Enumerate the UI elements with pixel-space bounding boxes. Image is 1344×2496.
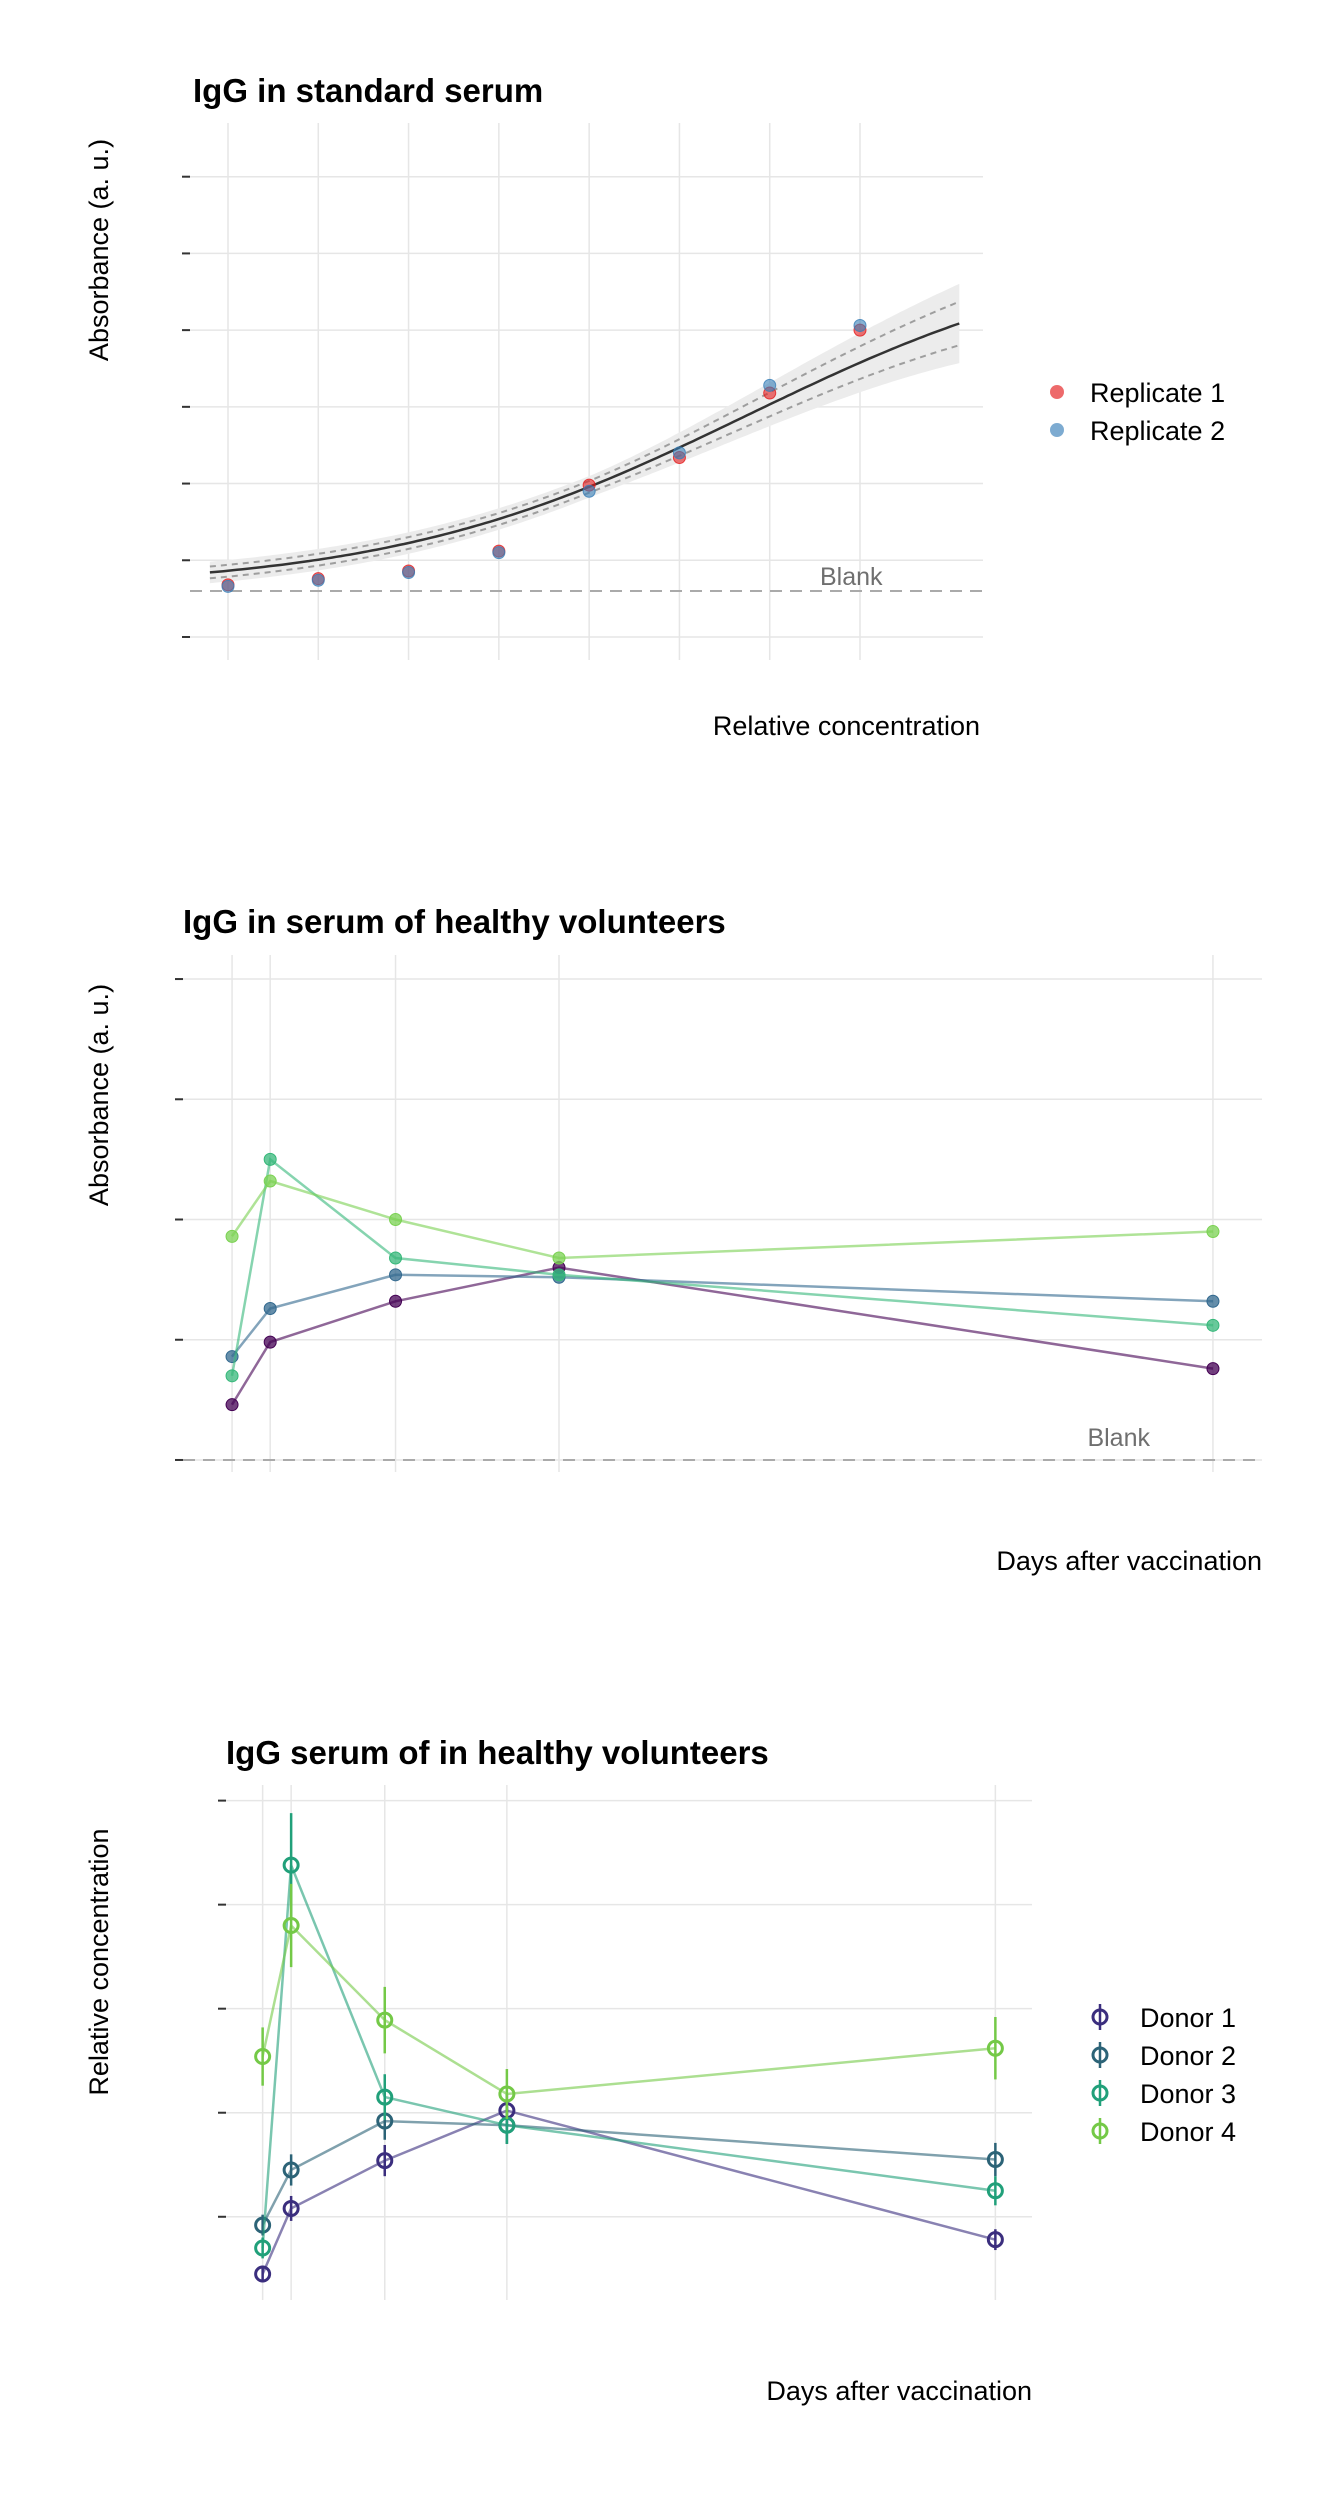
- legend-marker-donor-4: [1091, 2118, 1109, 2144]
- legend-label-donor-3: Donor 3: [1140, 2079, 1236, 2109]
- data-point-donor-3: [282, 1856, 300, 1874]
- data-point-donor-4: [986, 2039, 1004, 2057]
- legend-point-glyph: [1091, 2046, 1109, 2064]
- blank-label: Blank: [1087, 1424, 1150, 1452]
- gridlines: [183, 955, 1262, 1472]
- data-point-donor-3: [986, 2182, 1004, 2200]
- absorbance-volunteers-chart: IgG in serum of healthy volunteers Absor…: [84, 903, 1262, 1576]
- legend-label-donor-1: Donor 1: [1140, 2003, 1236, 2033]
- data-point-donor-3: [376, 2088, 394, 2106]
- legend-label-replicate-1: Replicate 1: [1090, 378, 1225, 408]
- data-point-replicate-2: [221, 579, 235, 593]
- data-point-series-2: [1206, 1294, 1220, 1308]
- data-point-donor-1: [254, 2265, 272, 2283]
- data-point-replicate-2: [311, 573, 325, 587]
- series-line-donor-3: [261, 1864, 996, 2249]
- data-point-series-1: [263, 1335, 277, 1349]
- data-point-series-2: [263, 1301, 277, 1315]
- confidence-band: [209, 283, 960, 584]
- data-point-series-3: [225, 1369, 239, 1383]
- data-point-donor-1: [986, 2231, 1004, 2249]
- data-point-replicate-2: [402, 566, 416, 580]
- legend: Replicate 1 Replicate 2: [1050, 378, 1225, 446]
- x-axis-title: Days after vaccination: [766, 2376, 1032, 2406]
- chart-title: IgG in standard serum: [193, 72, 543, 109]
- chart-title: IgG in serum of healthy volunteers: [183, 903, 726, 940]
- data-point-series-2: [389, 1268, 403, 1282]
- data-point-series-3: [552, 1268, 566, 1282]
- data-point-donor-4: [254, 2048, 272, 2066]
- data-point-donor-4: [282, 1916, 300, 1934]
- confidence-band-area: [209, 283, 960, 584]
- legend-point-glyph: [1091, 2008, 1109, 2026]
- legend-marker-replicate-1: [1050, 385, 1064, 399]
- data-point-series-4: [263, 1174, 277, 1188]
- legend-label-replicate-2: Replicate 2: [1090, 416, 1225, 446]
- series-line-3: [230, 1157, 1214, 1377]
- data-point-donor-1: [282, 2199, 300, 2217]
- data-point-replicate-2: [582, 484, 596, 498]
- data-point-series-3: [263, 1152, 277, 1166]
- axis-ticks: [218, 1799, 226, 2218]
- axis-ticks: [175, 978, 183, 1461]
- data-point-donor-2: [986, 2151, 1004, 2169]
- x-axis-title: Relative concentration: [713, 711, 980, 741]
- legend-point-glyph: [1091, 2122, 1109, 2140]
- data-point-donor-1: [376, 2152, 394, 2170]
- legend-marker-donor-3: [1091, 2080, 1109, 2106]
- legend-marker-replicate-2: [1050, 423, 1064, 437]
- data-point-donor-3: [254, 2239, 272, 2257]
- blank-reference: Blank: [183, 1424, 1262, 1461]
- data-point-series-4: [225, 1229, 239, 1243]
- legend-label-donor-2: Donor 2: [1140, 2041, 1236, 2071]
- axis-ticks: [182, 175, 190, 638]
- relative-concentration-chart: IgG serum of in healthy volunteers Relat…: [84, 1734, 1236, 2406]
- data-point-series-3: [1206, 1318, 1220, 1332]
- data-point-series-1: [225, 1398, 239, 1412]
- data-point-series-1: [1206, 1362, 1220, 1376]
- series-line-donor-1: [261, 2109, 996, 2275]
- x-axis-title: Days after vaccination: [996, 1546, 1262, 1576]
- blank-reference: Blank: [190, 563, 983, 592]
- data-point-series-4: [552, 1251, 566, 1265]
- data-point-replicate-2: [763, 378, 777, 392]
- data-points: [221, 319, 867, 593]
- data-point-replicate-2: [672, 446, 686, 460]
- data-point-donor-2: [282, 2161, 300, 2179]
- y-axis-title: Relative concentration: [84, 1828, 114, 2095]
- chart-title: IgG serum of in healthy volunteers: [226, 1734, 769, 1771]
- legend-marker-donor-1: [1091, 2004, 1109, 2030]
- legend-label-donor-4: Donor 4: [1140, 2117, 1236, 2147]
- gridlines: [226, 1785, 1032, 2300]
- data-point-series-4: [1206, 1225, 1220, 1239]
- blank-label: Blank: [820, 563, 883, 591]
- legend: Donor 1 Donor 2 Donor 3 Donor 4: [1091, 2003, 1236, 2147]
- data-point-series-1: [389, 1294, 403, 1308]
- standard-serum-chart: IgG in standard serum Absorbance (a. u.)…: [84, 72, 1225, 741]
- y-axis-title: Absorbance (a. u.): [84, 139, 114, 361]
- y-axis-title: Absorbance (a. u.): [84, 984, 114, 1206]
- data-point-series-4: [389, 1213, 403, 1227]
- legend-point-glyph: [1091, 2084, 1109, 2102]
- series-lines: [225, 1152, 1220, 1412]
- gridlines: [190, 123, 983, 660]
- data-point-series-3: [389, 1251, 403, 1265]
- data-point-replicate-2: [492, 546, 506, 560]
- legend-marker-donor-2: [1091, 2042, 1109, 2068]
- data-point-donor-4: [498, 2085, 516, 2103]
- data-point-replicate-2: [853, 319, 867, 333]
- series-lines: [254, 1813, 1004, 2283]
- data-point-donor-4: [376, 2011, 394, 2029]
